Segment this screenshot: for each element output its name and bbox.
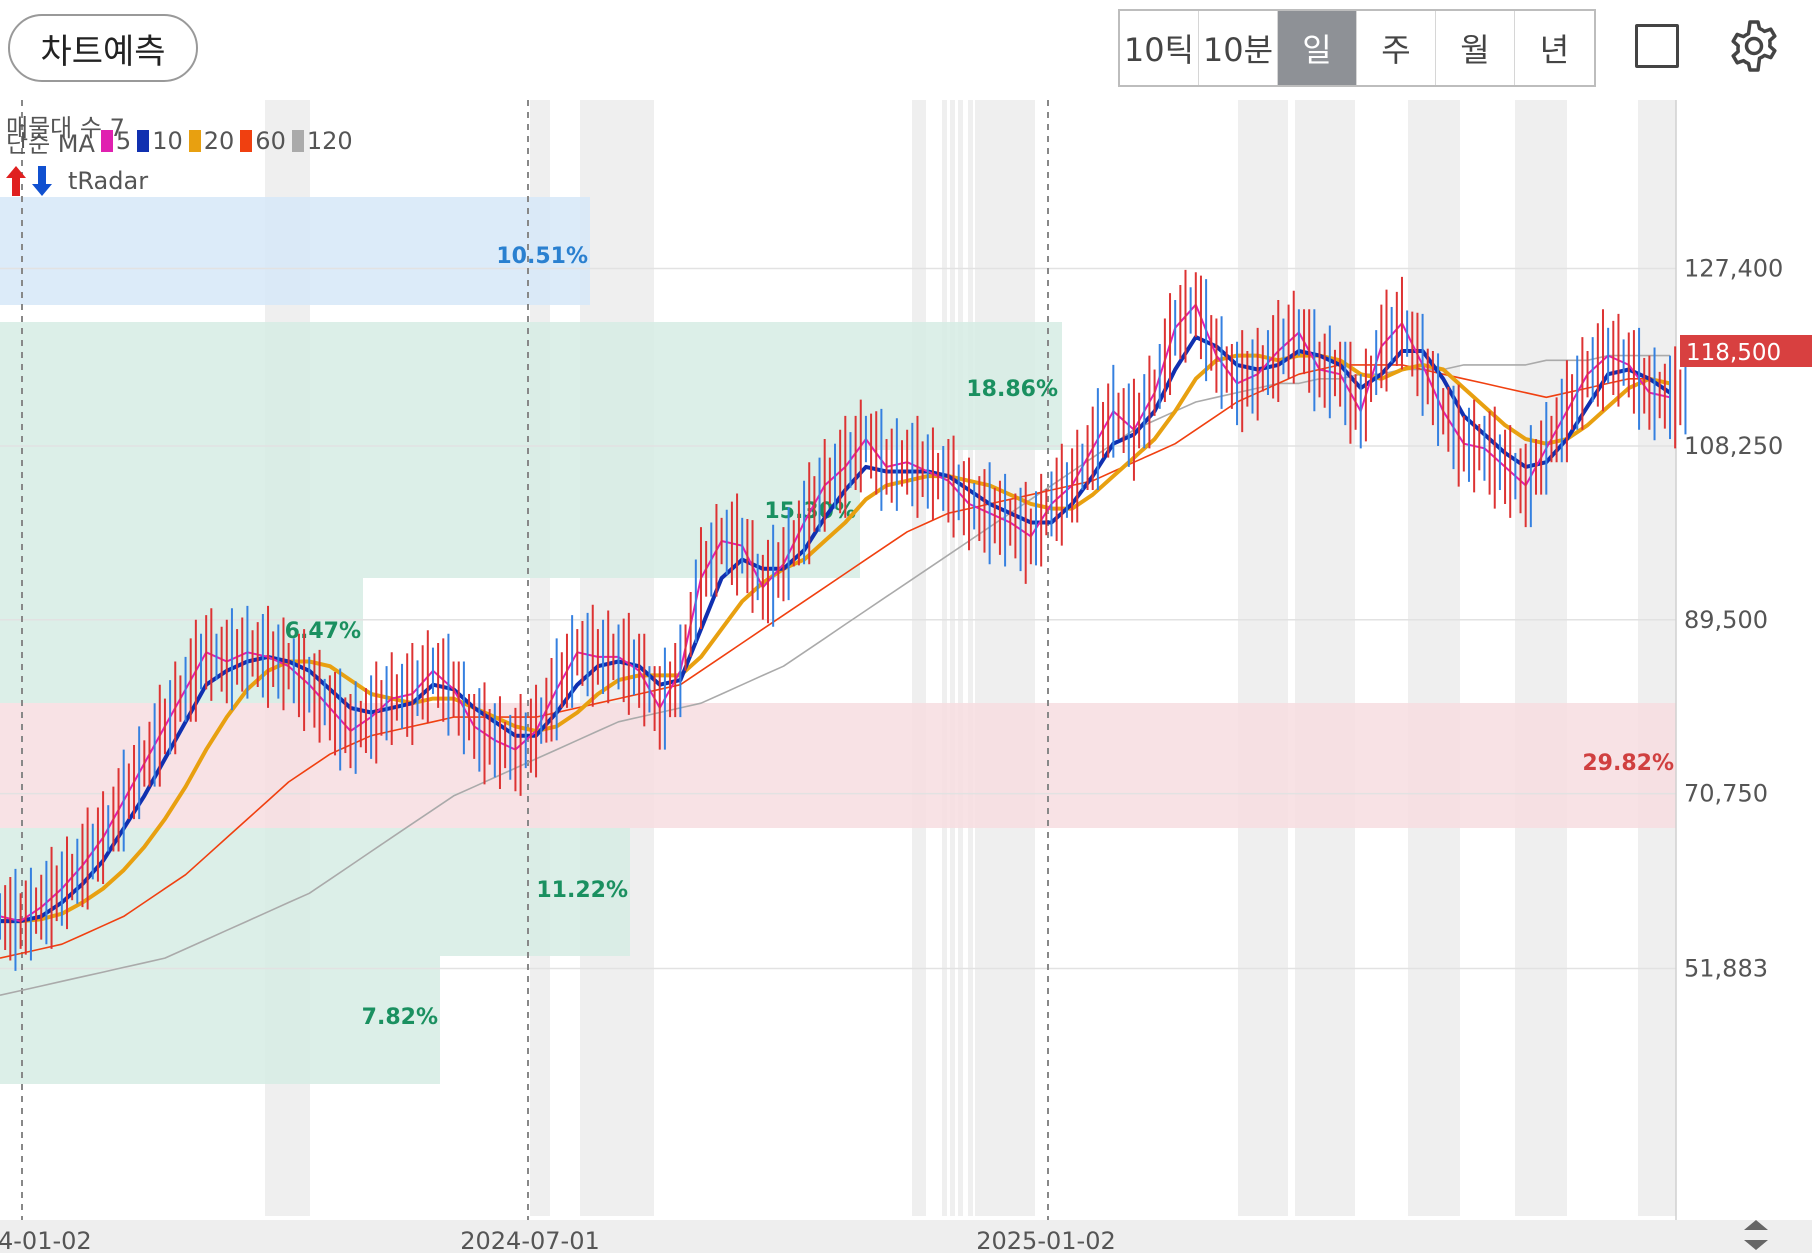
y-tick-label: 127,400 [1684,255,1783,283]
volume-profile-pct: 11.22% [536,878,628,903]
ma60-swatch [240,130,253,152]
y-tick-label: 70,750 [1684,780,1768,808]
volume-profile-pct: 7.82% [362,1005,438,1030]
volume-profile-bar [0,956,440,1084]
x-tick-label: 2024-07-01 [460,1227,599,1253]
toolbar: 차트예측 10틱 10분 일 주 월 년 [0,0,1812,100]
volume-profile-pct: 6.47% [285,619,361,644]
gray-band [912,100,926,1216]
price-chart[interactable]: 10.51%18.86%15.30%6.47%29.82%11.22%7.82%… [0,100,1812,1255]
period-10min-button[interactable]: 10분 [1199,11,1278,85]
current-price-tag [1680,334,1812,367]
volume-profile-pct: 18.86% [966,377,1058,402]
volume-profile-bar [0,703,1676,828]
period-year-button[interactable]: 년 [1539,31,1570,69]
gray-band [1238,100,1288,1216]
volume-profile-bar [0,322,1062,450]
ma60-label: 60 [255,127,286,155]
volume-profile-bar [0,197,590,305]
current-price-label: 118,500 [1686,340,1781,366]
volume-profile-bar [0,578,363,703]
gray-band [975,100,1035,1216]
x-tick-label: 4-01-02 [0,1227,92,1253]
period-10tick-button[interactable]: 10틱 [1120,11,1199,85]
tradar-legend: tRadar [4,164,148,198]
x-tick-label: 2025-01-02 [976,1227,1115,1253]
y-tick-label: 108,250 [1684,432,1783,460]
up-down-arrows-icon [6,166,52,196]
gray-band [1515,100,1567,1216]
gray-band [950,100,955,1216]
ma5-swatch [100,130,113,152]
gear-icon[interactable] [1726,18,1782,74]
tradar-label: tRadar [68,167,149,195]
ma20-label: 20 [203,127,235,155]
gray-band [968,100,973,1216]
ma10-swatch [137,130,150,152]
gray-band [958,100,963,1216]
ma20-swatch [188,130,201,152]
gray-band [1295,100,1355,1216]
period-month-button[interactable]: 월 [1436,11,1515,85]
volume-profile-bar [0,828,630,956]
gray-band [1408,100,1460,1216]
gray-band [942,100,947,1216]
gray-band [1638,100,1676,1216]
y-tick-label: 51,883 [1684,955,1768,983]
ma5-label: 5 [115,127,132,155]
time-axis [0,1220,1812,1253]
ma-legend: 단순 MA 5 10 20 60 120 [6,127,353,158]
gray-band [608,100,654,1216]
ma10-label: 10 [152,127,183,155]
chart-predict-button[interactable]: 차트예측 [8,14,198,82]
period-week-button[interactable]: 주 [1357,11,1436,85]
ma120-label: 120 [306,127,353,155]
period-day-button[interactable]: 일 [1278,11,1357,85]
y-tick-label: 89,500 [1684,606,1768,634]
chart-area[interactable]: 10.51%18.86%15.30%6.47%29.82%11.22%7.82%… [0,100,1812,1255]
fullscreen-square-icon[interactable] [1635,24,1679,68]
period-selector: 10틱 10분 일 주 월 년 [1118,9,1596,87]
ma120-swatch [291,130,304,152]
ma-legend-label: 단순 MA [6,129,95,158]
ma120-line [0,354,1670,996]
volume-profile-pct: 10.51% [496,244,588,269]
scroll-arrows-icon [1744,1220,1768,1250]
volume-profile-pct: 29.82% [1582,751,1674,776]
